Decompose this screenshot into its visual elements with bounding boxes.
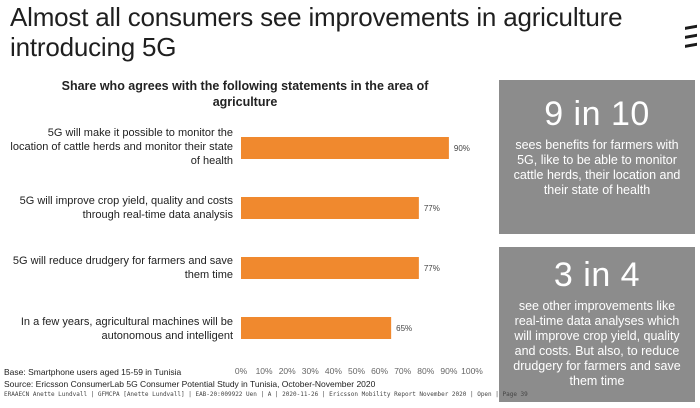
stat-panel-2-big: 3 in 4 bbox=[553, 256, 641, 294]
footnote-base: Base: Smartphone users aged 15-59 in Tun… bbox=[4, 367, 182, 377]
x-tick-label: 60% bbox=[371, 366, 388, 376]
x-tick-label: 100% bbox=[461, 366, 483, 376]
x-tick-label: 20% bbox=[279, 366, 296, 376]
bar-4 bbox=[241, 317, 392, 339]
category-label-3: 5G will reduce drudgery for farmers and … bbox=[12, 255, 233, 281]
stat-panel-1-text: sees benefits for farmers with 5G, like … bbox=[513, 138, 681, 197]
footnote-fine: ERAAECN Anette Lundvall | GFMCPA [Anette… bbox=[4, 391, 528, 398]
bar-value-label-4: 65% bbox=[396, 324, 412, 333]
x-tick-label: 30% bbox=[302, 366, 319, 376]
bar-value-label-2: 77% bbox=[424, 204, 440, 213]
ericsson-logo-icon bbox=[685, 24, 697, 48]
x-tick-label: 50% bbox=[348, 366, 365, 376]
x-tick-label: 80% bbox=[417, 366, 434, 376]
category-label-1: 5G will make it possible to monitor the … bbox=[10, 127, 233, 167]
bar-value-label-3: 77% bbox=[424, 264, 440, 273]
bar-1 bbox=[241, 137, 449, 159]
page-title: Almost all consumers see improvements in… bbox=[10, 2, 623, 62]
x-tick-label: 0% bbox=[235, 366, 248, 376]
category-label-4: In a few years, agricultural machines wi… bbox=[20, 316, 233, 342]
x-tick-label: 40% bbox=[325, 366, 342, 376]
stat-panel-2: 3 in 4 see other improvements like real-… bbox=[499, 247, 695, 402]
stat-panel-1: 9 in 10 sees benefits for farmers with 5… bbox=[499, 80, 695, 234]
x-tick-label: 70% bbox=[394, 366, 411, 376]
footnote-source: Source: Ericsson ConsumerLab 5G Consumer… bbox=[4, 379, 376, 389]
stat-panel-2-text: see other improvements like real-time da… bbox=[513, 299, 681, 388]
x-tick-label: 10% bbox=[256, 366, 273, 376]
stat-panel-1-big: 9 in 10 bbox=[544, 95, 650, 133]
x-tick-label: 90% bbox=[440, 366, 457, 376]
bar-chart: 90% 77% 77% 65% 0% 10% 20% 30% 40% 50% 60% 70% 80% 90… bbox=[235, 137, 483, 376]
bar-3 bbox=[241, 257, 419, 279]
chart-title: Share who agrees with the following stat… bbox=[61, 79, 429, 109]
category-label-2: 5G will improve crop yield, quality and … bbox=[19, 195, 233, 221]
bar-2 bbox=[241, 197, 419, 219]
bar-value-label-1: 90% bbox=[454, 144, 470, 153]
